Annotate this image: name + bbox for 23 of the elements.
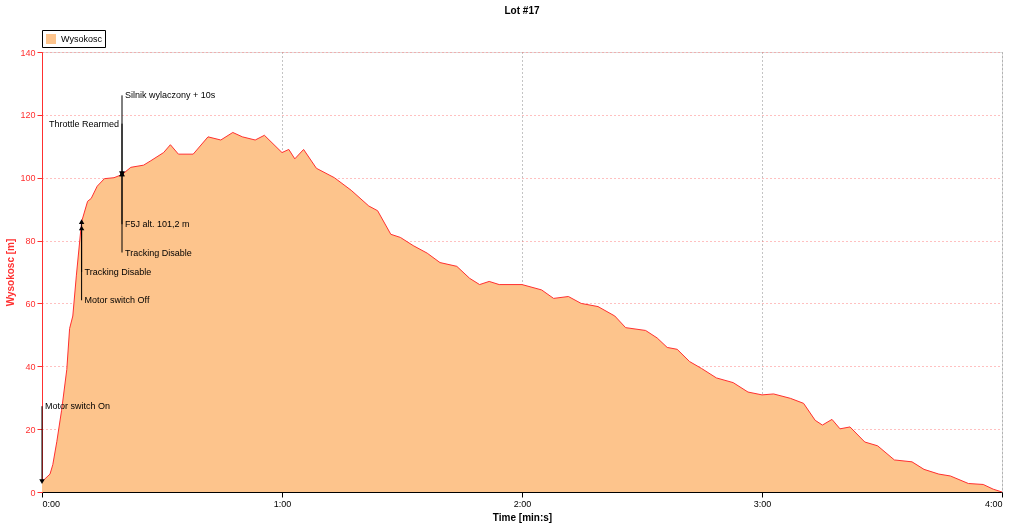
y-tick-label: 0	[30, 487, 36, 498]
y-tick-label: 120	[20, 110, 36, 121]
annotation: Motor switch Off	[84, 295, 150, 306]
annotation: Tracking Disable	[125, 247, 192, 258]
x-tick-label: 2:00	[513, 498, 532, 509]
chart-title: Lot #17	[504, 4, 540, 16]
annotation: Throttle Rearmed	[48, 118, 119, 129]
y-tick-label: 80	[25, 236, 36, 247]
y-axis-title: Wysokosc [m]	[5, 238, 17, 307]
y-tick-label: 40	[25, 361, 36, 372]
x-tick-label: 0:00	[42, 498, 61, 509]
annotation: F5J alt. 101,2 m	[125, 219, 190, 230]
y-tick-label: 100	[20, 173, 36, 184]
y-tick-label: 20	[25, 424, 36, 435]
x-axis-title: Time [min:s]	[492, 511, 553, 523]
y-tick-label: 140	[20, 47, 36, 58]
annotation: Silnik wylaczony + 10s	[125, 90, 216, 101]
y-tick-label: 60	[25, 298, 36, 309]
x-tick-label: 1:00	[273, 498, 292, 509]
annotation: Tracking Disable	[84, 267, 152, 277]
x-tick-label: 4:00	[984, 498, 1003, 509]
legend-label: Wysokosc	[61, 34, 103, 44]
x-tick-label: 3:00	[753, 498, 772, 509]
